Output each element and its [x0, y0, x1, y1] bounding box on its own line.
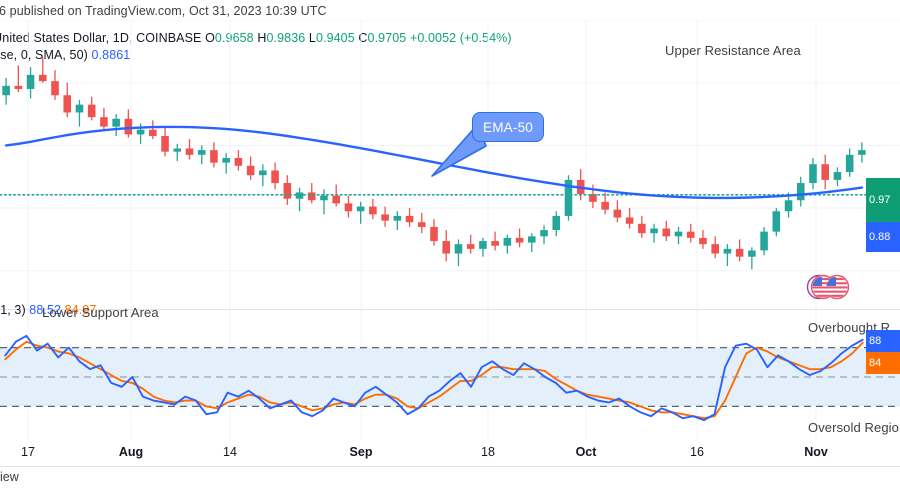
close-label: C [358, 31, 368, 45]
xaxis-tick: 16 [690, 445, 704, 459]
symbol-legend: / United States Dollar, 1D, COINBASE O0.… [0, 31, 512, 45]
stoch-k-tag[interactable]: 88 [866, 330, 900, 352]
oversold-region-label: Oversold Regio [808, 420, 899, 435]
xaxis-divider [0, 466, 900, 467]
xaxis-tick: 14 [223, 445, 237, 459]
price-chart-svg [0, 20, 900, 310]
stoch-k-value: 88.52 [29, 303, 62, 317]
stochastic-legend: 4, 1, 3) 88.52 84.97 [0, 303, 96, 317]
lower-support-label: Lower Support Area [42, 305, 159, 320]
indicator-legend: close, 0, SMA, 50) 0.8861 [0, 48, 130, 62]
stoch-d-value: 84.97 [64, 303, 97, 317]
indicator-value: 0.8861 [91, 48, 131, 62]
change-value: +0.0052 (+0.54%) [409, 31, 512, 45]
indicator-params: close, 0, SMA, 50) [0, 48, 88, 62]
stochastic-chart-svg [0, 310, 900, 440]
low-label: L [308, 31, 316, 45]
xaxis-tick: Nov [804, 445, 828, 459]
open-label: O [205, 31, 215, 45]
pane-separator[interactable] [0, 309, 900, 310]
publish-info-line: 76 published on TradingView.com, Oct 31,… [0, 4, 327, 18]
stochastic-pane[interactable] [0, 310, 900, 440]
stoch-d-tag[interactable]: 84 [866, 352, 900, 374]
tradingview-watermark: ngView [0, 470, 19, 484]
stoch-params: 4, 1, 3) [0, 303, 26, 317]
xaxis-tick: Aug [118, 445, 144, 459]
xaxis[interactable]: 17 Aug 14 Sep 18 Oct 16 Nov [0, 440, 900, 468]
open-value: 0.9658 [214, 31, 254, 45]
ema-callout-label[interactable]: EMA-50 [472, 112, 544, 142]
symbol-title: / United States Dollar, 1D, COINBASE [0, 31, 202, 45]
ema-price-tag[interactable]: 0.88 [866, 222, 900, 252]
us-flag-event-icons[interactable] [806, 274, 852, 300]
xaxis-tick: Oct [575, 445, 597, 459]
xaxis-tick: 17 [21, 445, 35, 459]
low-value: 0.9405 [315, 31, 355, 45]
close-value: 0.9705 [367, 31, 407, 45]
price-pane[interactable] [0, 20, 900, 310]
xaxis-tick: Sep [349, 445, 373, 459]
high-value: 0.9836 [266, 31, 306, 45]
xaxis-tick: 18 [481, 445, 495, 459]
upper-resistance-label: Upper Resistance Area [665, 43, 801, 58]
high-label: H [257, 31, 267, 45]
last-price-tag[interactable]: 0.97 [866, 178, 900, 222]
